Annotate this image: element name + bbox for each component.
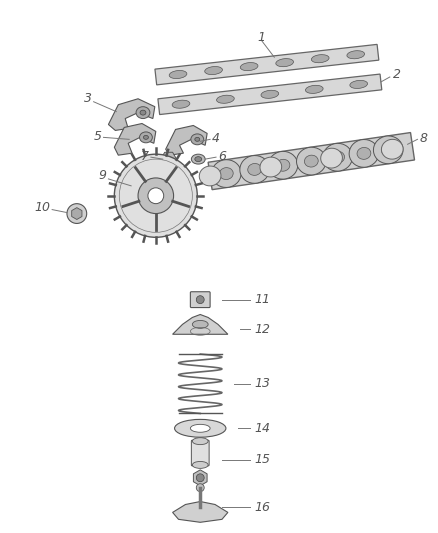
Ellipse shape xyxy=(260,157,282,177)
Ellipse shape xyxy=(349,140,379,167)
Circle shape xyxy=(196,474,204,482)
Ellipse shape xyxy=(192,320,208,328)
Text: 7: 7 xyxy=(141,150,149,163)
Polygon shape xyxy=(161,152,177,166)
Ellipse shape xyxy=(144,135,148,139)
Text: 13: 13 xyxy=(254,377,271,390)
Ellipse shape xyxy=(323,143,353,171)
Polygon shape xyxy=(158,74,382,115)
Circle shape xyxy=(138,178,173,214)
Ellipse shape xyxy=(381,139,403,159)
Ellipse shape xyxy=(381,144,395,156)
Ellipse shape xyxy=(195,138,200,141)
Ellipse shape xyxy=(212,160,241,188)
Ellipse shape xyxy=(205,67,223,75)
Ellipse shape xyxy=(191,134,204,145)
Circle shape xyxy=(196,296,204,304)
FancyBboxPatch shape xyxy=(191,440,209,466)
Ellipse shape xyxy=(240,156,269,183)
Text: 11: 11 xyxy=(254,293,271,306)
Text: 6: 6 xyxy=(218,150,226,163)
Ellipse shape xyxy=(172,100,190,108)
Ellipse shape xyxy=(191,424,210,432)
Ellipse shape xyxy=(321,148,343,168)
Polygon shape xyxy=(114,124,156,155)
Ellipse shape xyxy=(304,155,318,167)
Ellipse shape xyxy=(136,107,150,118)
Text: 2: 2 xyxy=(393,68,401,80)
Ellipse shape xyxy=(169,70,187,78)
Ellipse shape xyxy=(192,438,208,445)
Ellipse shape xyxy=(261,90,279,99)
Ellipse shape xyxy=(195,157,202,161)
Polygon shape xyxy=(166,125,207,155)
Ellipse shape xyxy=(331,151,345,163)
Text: 16: 16 xyxy=(254,501,271,514)
Text: 15: 15 xyxy=(254,454,271,466)
Ellipse shape xyxy=(175,419,226,437)
Circle shape xyxy=(148,188,164,204)
Ellipse shape xyxy=(199,166,221,186)
Ellipse shape xyxy=(140,132,152,143)
Text: 10: 10 xyxy=(34,201,50,214)
Text: 14: 14 xyxy=(254,422,271,435)
Text: 12: 12 xyxy=(254,323,271,336)
FancyBboxPatch shape xyxy=(191,292,210,308)
Circle shape xyxy=(67,204,87,223)
Ellipse shape xyxy=(248,164,261,175)
Polygon shape xyxy=(208,133,414,190)
Ellipse shape xyxy=(347,51,364,59)
Text: 3: 3 xyxy=(84,92,92,105)
Text: 5: 5 xyxy=(93,130,102,143)
Ellipse shape xyxy=(350,80,367,88)
Ellipse shape xyxy=(216,95,234,103)
Ellipse shape xyxy=(297,147,326,175)
Text: 1: 1 xyxy=(258,31,265,44)
Ellipse shape xyxy=(374,136,403,164)
Ellipse shape xyxy=(166,157,171,161)
Ellipse shape xyxy=(140,110,146,115)
Ellipse shape xyxy=(305,85,323,93)
Circle shape xyxy=(114,154,197,237)
Ellipse shape xyxy=(240,62,258,71)
Text: 8: 8 xyxy=(420,132,427,145)
Polygon shape xyxy=(109,99,155,131)
Polygon shape xyxy=(72,208,82,220)
Text: 9: 9 xyxy=(99,169,106,182)
Polygon shape xyxy=(155,44,379,85)
Ellipse shape xyxy=(268,151,298,179)
Ellipse shape xyxy=(276,59,293,67)
Polygon shape xyxy=(173,502,228,522)
Ellipse shape xyxy=(191,154,205,164)
Polygon shape xyxy=(194,470,207,486)
Circle shape xyxy=(196,484,204,491)
Ellipse shape xyxy=(276,159,290,171)
Ellipse shape xyxy=(192,462,208,469)
Ellipse shape xyxy=(311,55,329,63)
Text: 4: 4 xyxy=(212,132,220,145)
Polygon shape xyxy=(173,314,228,334)
Ellipse shape xyxy=(357,148,371,159)
Ellipse shape xyxy=(219,167,233,180)
